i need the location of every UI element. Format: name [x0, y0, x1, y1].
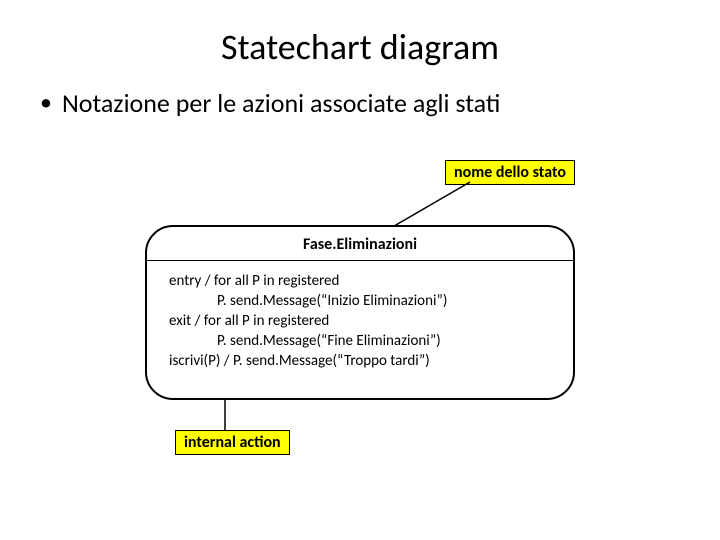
bullet-text: Notazione per le azioni associate agli s… [62, 87, 500, 119]
state-name-label: nome dello stato [445, 160, 575, 185]
state-name: Fase.Eliminazioni [147, 227, 573, 260]
state-body: entry / for all P in registered P. send.… [147, 261, 573, 381]
slide: Statechart diagram • Notazione per le az… [0, 0, 720, 540]
bullet-dot-icon: • [40, 87, 52, 119]
page-title: Statechart diagram [40, 25, 680, 69]
internal-action-label: internal action [175, 430, 290, 455]
state-line-2: P. send.Message(“Inizio Eliminazioni”) [169, 291, 559, 311]
state-line-4: P. send.Message(“Fine Eliminazioni”) [169, 331, 559, 351]
state-line-5: iscrivi(P) / P. send.Message(“Troppo tar… [169, 352, 430, 370]
bullet-item: • Notazione per le azioni associate agli… [40, 87, 680, 119]
state-box: Fase.Eliminazioni entry / for all P in r… [145, 225, 575, 400]
state-line-3: exit / for all P in registered [169, 312, 329, 330]
state-line-1: entry / for all P in registered [169, 272, 339, 290]
